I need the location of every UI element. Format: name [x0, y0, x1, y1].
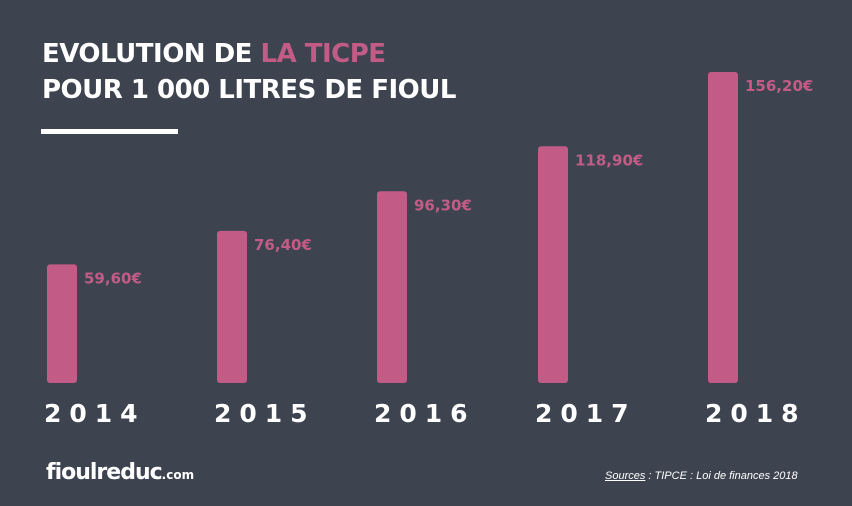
- title-line1: EVOLUTION DE: [42, 39, 261, 69]
- x-tick-2015: 2015: [214, 399, 316, 428]
- title-underline: [41, 129, 178, 134]
- bar-2015: [217, 230, 247, 383]
- bar-2016: [377, 191, 407, 383]
- bar-2014: [47, 264, 77, 383]
- data-label-2016: 96,30€: [414, 196, 472, 214]
- x-tick-2018: 2018: [705, 399, 807, 428]
- source-note: Sources : TIPCE : Loi de finances 2018: [605, 470, 798, 482]
- data-label-2018: 156,20€: [745, 77, 813, 95]
- chart-title: EVOLUTION DE LA TICPE POUR 1 000 LITRES …: [42, 36, 456, 108]
- data-label-2015: 76,40€: [254, 236, 312, 254]
- x-tick-2016: 2016: [374, 399, 476, 428]
- title-line2: POUR 1 000 LITRES DE FIOUL: [42, 75, 456, 105]
- bar-2018: [708, 72, 738, 383]
- data-label-2017: 118,90€: [575, 151, 643, 169]
- bar-2017: [538, 146, 568, 383]
- data-label-2014: 59,60€: [84, 269, 142, 287]
- title-highlight: LA TICPE: [260, 39, 387, 69]
- fioulreduc-logo: fioulreduc.com: [46, 460, 195, 485]
- x-tick-2014: 2014: [44, 399, 146, 428]
- x-tick-2017: 2017: [535, 399, 637, 428]
